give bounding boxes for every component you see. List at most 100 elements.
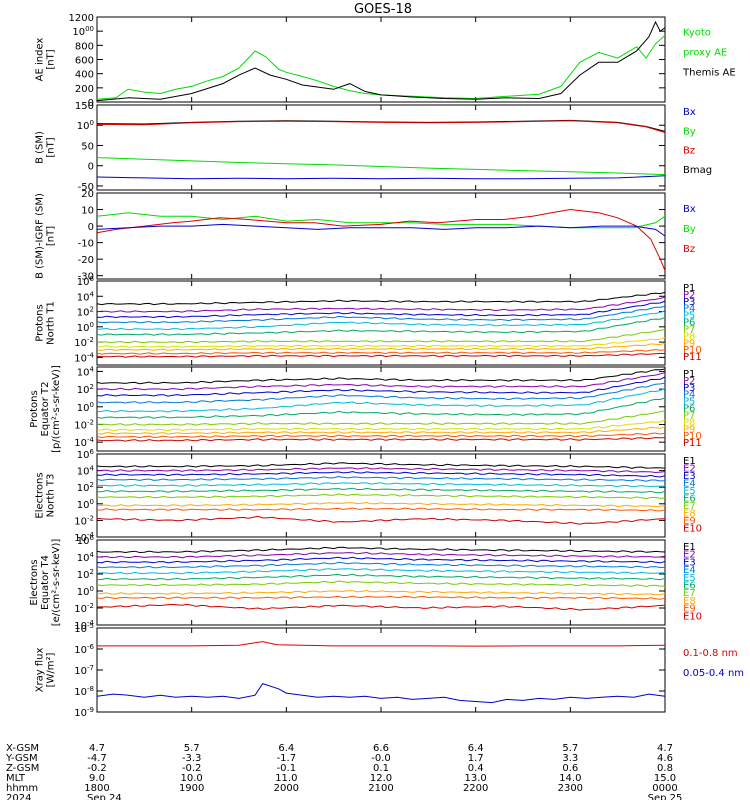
y-axis-label-dbsm: B (SM)-IGRF (SM) bbox=[35, 193, 46, 279]
series-line-e_t4-e9 bbox=[96, 595, 666, 600]
x-axis-value: 2200 bbox=[463, 783, 488, 794]
x-axis-value: 5.7 bbox=[184, 743, 200, 754]
y-tick-label-p_t1: 102 bbox=[77, 306, 94, 319]
legend-label-e_t4: E5 bbox=[683, 573, 696, 584]
y-tick-label-bsm: 100 bbox=[77, 119, 94, 132]
y-axis-label-xray: Xray flux bbox=[35, 648, 46, 693]
y-tick-label-e_t3: 104 bbox=[77, 465, 95, 478]
y-tick-label-bsm: 50 bbox=[81, 141, 94, 152]
y-axis-label-e_t4: Electrons bbox=[29, 559, 40, 605]
y-tick-label-p_t2: 100 bbox=[77, 401, 94, 414]
legend-label-e_t4: E4 bbox=[683, 565, 696, 576]
x-axis-value: 2000 bbox=[274, 783, 299, 794]
series-line-p_t2-p7 bbox=[97, 410, 666, 426]
x-axis-value: 6.4 bbox=[278, 743, 294, 754]
y-axis-label-e_t4: [e/(cm²-s-sr-keV)] bbox=[51, 539, 62, 627]
legend-label-p_t1: P3 bbox=[683, 297, 695, 308]
x-axis-value: 5.7 bbox=[562, 743, 578, 754]
y-tick-label-ae: 200 bbox=[75, 84, 94, 95]
series-line-e_t3-e5 bbox=[97, 482, 665, 488]
series-line-p_t1-p9 bbox=[96, 342, 666, 351]
legend-label-e_t4: E3 bbox=[683, 557, 696, 568]
legend-label-e_t4: E1 bbox=[683, 542, 696, 553]
y-tick-label-p_t1: 106 bbox=[77, 275, 95, 288]
y-tick-label-bsm: 150 bbox=[75, 101, 94, 112]
y-tick-label-xray: 10-9 bbox=[74, 706, 94, 719]
legend-label-e_t3: E7 bbox=[683, 501, 696, 512]
y-tick-label-dbsm: -10 bbox=[78, 239, 94, 250]
x-axis-row-label: 2024 bbox=[6, 793, 31, 800]
legend-label-bsm: By bbox=[683, 126, 696, 137]
panel-frame-ae bbox=[96, 16, 666, 103]
legend-label-dbsm: By bbox=[683, 224, 696, 235]
legend-label-e_t3: E8 bbox=[683, 509, 696, 520]
x-axis-value: 6.6 bbox=[373, 743, 389, 754]
x-axis-row-label: Y-GSM bbox=[5, 753, 38, 764]
x-axis-value: 12.0 bbox=[370, 773, 392, 784]
x-axis-value: 0.6 bbox=[562, 763, 578, 774]
legend-label-bsm: Bx bbox=[683, 107, 696, 118]
y-tick-label-dbsm: 10 bbox=[81, 206, 94, 217]
series-line-e_t3-e1 bbox=[96, 462, 666, 469]
series-line-e_t4-e5 bbox=[96, 568, 666, 575]
series-line-e_t4-e6 bbox=[96, 573, 666, 581]
series-line-e_t4-e1 bbox=[96, 546, 666, 554]
legend-label-dbsm: Bz bbox=[683, 244, 695, 255]
legend-label-p_t1: P4 bbox=[683, 304, 695, 315]
series-line-p_t2-p8 bbox=[96, 419, 666, 432]
y-axis-label-p_t2: [p/(cm²-s-sr-keV)] bbox=[51, 365, 62, 453]
legend-label-xray: 0.05-0.4 nm bbox=[683, 668, 744, 679]
y-axis-label-bsm: B (SM) bbox=[35, 131, 46, 164]
y-tick-label-xray: 10-5 bbox=[74, 622, 94, 635]
y-tick-label-dbsm: 20 bbox=[81, 189, 94, 200]
y-tick-label-xray: 10-6 bbox=[74, 643, 94, 656]
y-axis-label-p_t1: North T1 bbox=[46, 301, 57, 345]
legend-label-p_t2: P8 bbox=[683, 417, 695, 428]
x-axis-row-label: Z-GSM bbox=[6, 763, 39, 774]
series-line-dbsm-by bbox=[96, 212, 666, 229]
y-tick-label-ae: 1000 bbox=[72, 25, 94, 38]
y-axis-label-p_t1: Protons bbox=[35, 304, 46, 341]
y-tick-label-ae: 800 bbox=[75, 41, 94, 52]
x-axis-value: -0.1 bbox=[277, 763, 297, 774]
legend-label-e_t4: E6 bbox=[683, 581, 696, 592]
y-axis-label-p_t2: Equator T2 bbox=[40, 382, 51, 437]
y-tick-label-ae: 0 bbox=[88, 98, 94, 109]
x-axis-value: 1800 bbox=[84, 783, 109, 794]
x-axis-value: -0.0 bbox=[371, 753, 391, 764]
y-tick-label-p_t1: 10-4 bbox=[74, 351, 94, 364]
legend-label-e_t4: E10 bbox=[683, 611, 702, 622]
legend-label-p_t2: P10 bbox=[683, 431, 702, 442]
x-axis-row-label: MLT bbox=[6, 773, 26, 784]
legend-label-bsm: Bmag bbox=[683, 165, 712, 176]
series-line-e_t4-e10 bbox=[97, 603, 666, 611]
y-tick-label-dbsm: -30 bbox=[78, 272, 94, 283]
series-line-p_t1-p6 bbox=[96, 316, 666, 336]
x-axis-value: 0.1 bbox=[373, 763, 389, 774]
y-tick-label-ae: 600 bbox=[75, 56, 94, 67]
series-line-p_t1-p10 bbox=[96, 349, 666, 355]
chart-title: GOES-18 bbox=[354, 2, 412, 17]
series-line-bsm-by bbox=[96, 157, 666, 176]
y-tick-label-p_t1: 10-2 bbox=[74, 336, 94, 349]
x-axis-value: 9.0 bbox=[89, 773, 105, 784]
legend-label-p_t2: P2 bbox=[683, 376, 695, 387]
y-tick-label-bsm: -50 bbox=[78, 182, 94, 193]
series-line-p_t1-p5 bbox=[96, 310, 666, 331]
y-tick-label-e_t3: 100 bbox=[77, 498, 94, 511]
legend-label-p_t1: P5 bbox=[683, 311, 695, 322]
legend-label-e_t3: E3 bbox=[683, 471, 696, 482]
y-tick-label-p_t1: 100 bbox=[77, 321, 94, 334]
legend-label-ae: Kyoto bbox=[683, 28, 711, 39]
y-axis-label-xray: [W/m²] bbox=[46, 652, 57, 687]
y-tick-label-e_t4: 106 bbox=[77, 534, 95, 547]
series-line-p_t1-p3 bbox=[96, 300, 666, 319]
series-line-p_t2-p5 bbox=[96, 387, 666, 413]
series-line-p_t2-p6 bbox=[96, 397, 666, 419]
series-line-bsm-bx bbox=[96, 175, 666, 180]
x-axis-value: 6.4 bbox=[468, 743, 484, 754]
x-axis-value: 14.0 bbox=[559, 773, 581, 784]
x-axis-value: 11.0 bbox=[275, 773, 297, 784]
legend-label-e_t4: E9 bbox=[683, 604, 696, 615]
series-line-e_t4-e3 bbox=[96, 556, 666, 564]
